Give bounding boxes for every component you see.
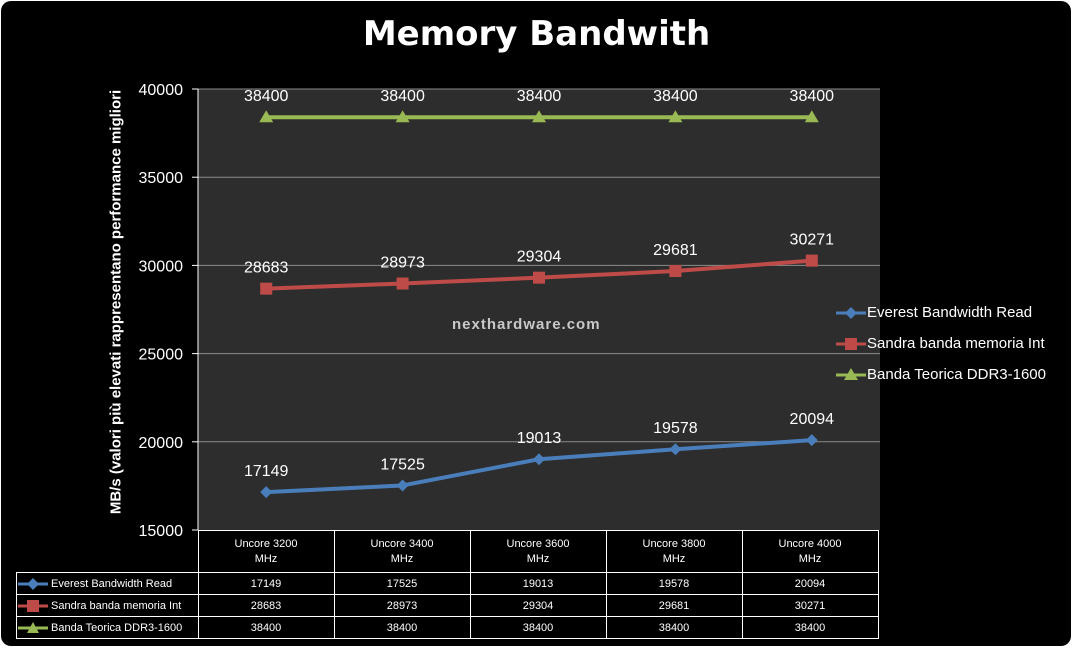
data-label: 38400 xyxy=(517,88,562,105)
data-point-diamond xyxy=(669,443,682,456)
data-label: 19013 xyxy=(517,430,562,447)
data-label: 38400 xyxy=(244,88,289,105)
data-point-square xyxy=(805,254,818,267)
legend-square-icon xyxy=(836,338,866,350)
data-point-square xyxy=(669,265,682,278)
table-category-cell: Uncore 3800 MHz xyxy=(605,530,743,573)
legend-item-sandra: Sandra banda memoria Int xyxy=(836,333,1072,355)
legend-label: Sandra banda memoria Int xyxy=(867,335,1045,352)
data-point-diamond xyxy=(845,307,857,319)
data-label: 17525 xyxy=(380,456,425,473)
table-cell: 20094 xyxy=(741,572,879,595)
diamond-icon xyxy=(18,578,48,590)
table-cell: 38400 xyxy=(333,616,471,639)
table-series-name: Banda Teorica DDR3-1600 xyxy=(16,616,199,639)
chart-title: Memory Bandwith xyxy=(362,14,711,54)
table-category-cell: Uncore 3400 MHz xyxy=(333,530,471,573)
table-cell: 17525 xyxy=(333,572,471,595)
data-point-square xyxy=(260,282,273,295)
data-point-diamond xyxy=(805,434,818,447)
y-tick-label: 35000 xyxy=(139,170,184,187)
legend-item-banda-teorica: Banda Teorica DDR3-1600 xyxy=(836,364,1072,386)
table-cell: 38400 xyxy=(469,616,607,639)
data-point-square xyxy=(533,271,545,284)
table-cell: 28683 xyxy=(197,594,335,617)
legend-diamond-icon xyxy=(836,307,866,319)
data-label: 38400 xyxy=(790,88,835,105)
table-row: Everest Bandwidth Read 17149 17525 19013… xyxy=(16,572,879,595)
table-cell: 38400 xyxy=(197,616,335,639)
y-tick-label: 40000 xyxy=(139,82,184,99)
y-tick-label: 25000 xyxy=(139,347,184,364)
data-label: 29681 xyxy=(653,242,698,259)
data-point-triangle xyxy=(395,110,410,123)
y-tick-label: 20000 xyxy=(139,435,184,452)
data-label: 28683 xyxy=(244,260,289,277)
data-label: 17149 xyxy=(244,463,289,480)
legend-item-everest: Everest Bandwidth Read xyxy=(836,302,1072,324)
table-category-cell: Uncore 4000 MHz xyxy=(741,530,879,573)
data-point-diamond xyxy=(533,453,545,466)
table-cell: 17149 xyxy=(197,572,335,595)
table-cell: 29681 xyxy=(605,594,743,617)
data-point-diamond xyxy=(260,486,273,499)
data-point-square xyxy=(845,338,857,350)
table-series-name: Sandra banda memoria Int xyxy=(16,594,199,617)
y-tick-label: 30000 xyxy=(139,258,184,275)
data-label: 19578 xyxy=(653,420,698,437)
table-cell: 38400 xyxy=(605,616,743,639)
legend-triangle-icon xyxy=(836,368,866,380)
table-cell: 19578 xyxy=(605,572,743,595)
table-cell: 30271 xyxy=(741,594,879,617)
data-label: 29304 xyxy=(517,249,562,266)
table-header-row: Uncore 3200 MHz Uncore 3400 MHz Uncore 360… xyxy=(16,530,879,573)
data-label: 28973 xyxy=(380,255,425,272)
table-row: Sandra banda memoria Int 28683 28973 293… xyxy=(16,594,879,617)
data-point-triangle xyxy=(668,110,683,123)
data-label: 38400 xyxy=(380,88,425,105)
table-cell: 28973 xyxy=(333,594,471,617)
table-cell: 29304 xyxy=(469,594,607,617)
legend-label: Everest Bandwidth Read xyxy=(867,304,1033,321)
table-category-cell: Uncore 3200 MHz xyxy=(197,530,335,573)
watermark: nexthardware.com xyxy=(452,316,601,333)
data-point-diamond xyxy=(396,479,409,492)
data-label: 38400 xyxy=(653,88,698,105)
data-table: Uncore 3200 MHz Uncore 3400 MHz Uncore 360… xyxy=(16,530,879,639)
table-row: Banda Teorica DDR3-1600 38400 38400 3840… xyxy=(16,616,879,639)
data-point-square xyxy=(396,277,409,290)
square-icon xyxy=(18,600,48,612)
legend-label: Banda Teorica DDR3-1600 xyxy=(867,366,1046,383)
table-category-cell: Uncore 3600 MHz xyxy=(469,530,607,573)
triangle-icon xyxy=(18,622,48,633)
data-label: 30271 xyxy=(790,232,835,249)
data-point-triangle xyxy=(259,110,274,123)
table-cell: 38400 xyxy=(741,616,879,639)
table-cell: 19013 xyxy=(469,572,607,595)
data-point-triangle xyxy=(804,110,819,123)
table-series-name: Everest Bandwidth Read xyxy=(16,572,199,595)
data-point-triangle xyxy=(532,110,546,123)
data-point-triangle xyxy=(844,368,858,380)
data-label: 20094 xyxy=(790,411,835,428)
